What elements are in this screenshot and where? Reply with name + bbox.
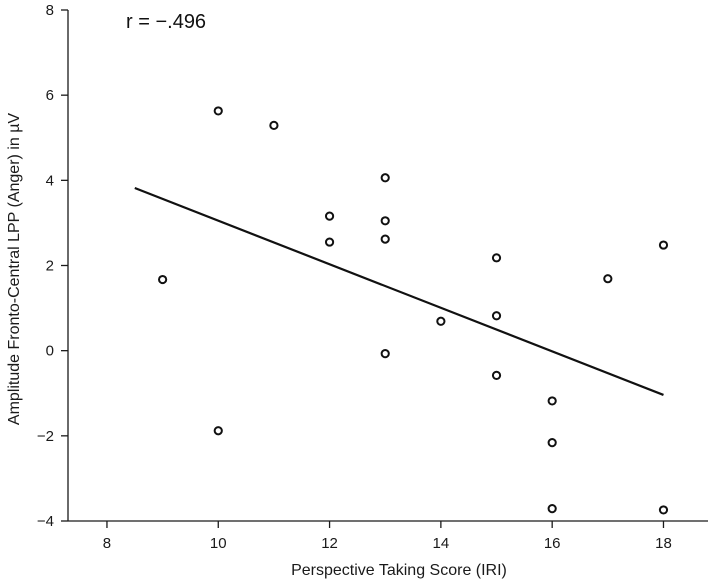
y-tick-label: 8 (46, 2, 54, 19)
x-tick-label: 16 (544, 535, 561, 552)
data-point (491, 311, 502, 321)
data-point (269, 120, 279, 131)
y-axis-title: Amplitude Fronto-Central LPP (Anger) in … (6, 113, 23, 426)
x-axis-ticks: 8 10 12 14 16 18 (103, 521, 672, 552)
y-tick-label: 6 (46, 87, 54, 104)
data-point (213, 426, 223, 436)
data-point (547, 438, 557, 448)
data-point (603, 274, 613, 284)
data-point (547, 396, 557, 406)
data-point (436, 316, 446, 326)
data-point (213, 106, 223, 116)
data-point (324, 237, 335, 247)
y-tick-label: 2 (46, 258, 54, 275)
x-axis-title: Perspective Taking Score (IRI) (291, 562, 507, 579)
data-point (658, 505, 669, 515)
data-point (658, 240, 669, 250)
data-point (158, 274, 168, 285)
data-point (380, 173, 390, 183)
regression-line (134, 186, 664, 396)
data-point (324, 211, 335, 221)
data-point (380, 349, 390, 359)
y-tick-label: −2 (37, 428, 54, 445)
x-tick-label: 8 (103, 535, 111, 552)
x-tick-label: 14 (433, 535, 450, 552)
data-points (158, 106, 669, 515)
data-point (380, 216, 390, 226)
y-tick-label: 0 (46, 343, 54, 360)
data-point (491, 253, 502, 263)
correlation-annotation: r = −.496 (126, 11, 206, 33)
axes (67, 10, 708, 522)
data-point (380, 234, 390, 244)
y-tick-label: −4 (37, 513, 54, 530)
y-axis-ticks: −4 −2 0 2 4 6 8 (37, 2, 68, 530)
x-tick-label: 10 (210, 535, 227, 552)
y-tick-label: 4 (46, 172, 54, 189)
data-point (491, 370, 502, 380)
regression-layer (134, 186, 664, 396)
data-point (547, 504, 557, 514)
x-tick-label: 12 (321, 535, 338, 552)
x-tick-label: 18 (655, 535, 672, 552)
